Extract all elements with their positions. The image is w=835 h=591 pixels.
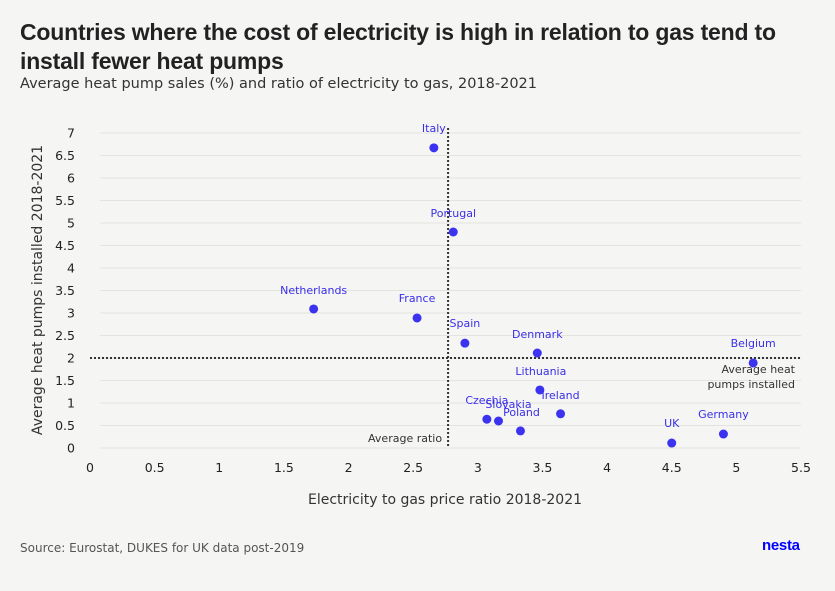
average-ratio-label: Average ratio: [368, 432, 442, 445]
y-tick-label: 6.5: [55, 148, 75, 163]
y-tick-label: 1.5: [55, 373, 75, 388]
point-poland: [515, 426, 525, 436]
chart-subtitle: Average heat pump sales (%) and ratio of…: [20, 76, 538, 92]
y-tick-label: 5: [67, 216, 75, 231]
point-germany: [718, 429, 728, 439]
y-tick-label: 4: [67, 261, 75, 276]
y-tick-label: 5.5: [55, 193, 75, 208]
y-tick-label: 3.5: [55, 283, 75, 298]
point-denmark: [532, 348, 542, 358]
average-heat-pumps-label: pumps installed: [707, 378, 795, 391]
data-points: Italy Portugal Netherlands France Spain Denma…: [280, 122, 776, 448]
x-tick-label: 0: [86, 460, 94, 475]
point-slovakia: [494, 416, 504, 426]
x-tick-label: 2: [345, 460, 353, 475]
point-lithuania: [535, 385, 545, 395]
point-netherlands: [309, 304, 319, 314]
point-label-italy: Italy: [422, 122, 446, 135]
y-tick-label: 7: [67, 126, 75, 141]
x-tick-label: 3: [474, 460, 482, 475]
point-label-spain: Spain: [450, 317, 481, 330]
x-axis-ticks: 0 0.5 1 1.5 2 2.5 3 3.5 4 4.5 5 5.5: [86, 460, 811, 475]
y-tick-label: 2.5: [55, 328, 75, 343]
chart-title: Countries where the cost of electricity …: [20, 19, 776, 74]
point-label-ireland: Ireland: [542, 389, 580, 402]
point-spain: [460, 338, 470, 348]
point-label-belgium: Belgium: [731, 337, 776, 350]
point-label-germany: Germany: [698, 408, 749, 421]
y-tick-label: 1: [67, 396, 75, 411]
point-uk: [667, 438, 677, 448]
x-tick-label: 2.5: [403, 460, 423, 475]
point-label-france: France: [399, 292, 436, 305]
point-label-poland: Poland: [503, 406, 540, 419]
y-tick-label: 0: [67, 441, 75, 456]
x-tick-label: 4.5: [662, 460, 682, 475]
point-belgium: [748, 358, 758, 368]
point-label-lithuania: Lithuania: [515, 365, 566, 378]
x-tick-label: 1.5: [274, 460, 294, 475]
y-tick-label: 2: [67, 351, 75, 366]
x-tick-label: 5.5: [791, 460, 811, 475]
point-ireland: [556, 409, 566, 419]
average-heat-pumps-label: Average heat: [722, 363, 796, 376]
point-label-slovakia: Slovakia: [485, 398, 531, 411]
reference-lines: Average ratio Average heat pumps installed: [90, 128, 801, 448]
y-axis-label: Average heat pumps installed 2018-2021: [30, 145, 46, 435]
point-label-netherlands: Netherlands: [280, 284, 347, 297]
y-tick-label: 3: [67, 306, 75, 321]
point-label-uk: UK: [664, 417, 680, 430]
source-note: Source: Eurostat, DUKES for UK data post…: [20, 541, 305, 555]
point-czechia: [482, 414, 492, 424]
x-tick-label: 1: [215, 460, 223, 475]
point-label-czechia: Czechia: [465, 394, 508, 407]
nesta-logo: nesta: [762, 537, 800, 554]
y-tick-label: 6: [67, 171, 75, 186]
point-label-denmark: Denmark: [512, 328, 563, 341]
x-tick-label: 4: [603, 460, 611, 475]
point-label-portugal: Portugal: [430, 207, 476, 220]
point-portugal: [448, 227, 458, 237]
gridlines: [100, 132, 801, 449]
point-france: [412, 313, 422, 323]
y-axis-ticks: 0 0.5 1 1.5 2 2.5 3 3.5 4 4.5 5 5.5 6 6.5 7: [55, 126, 75, 456]
x-tick-label: 5: [732, 460, 740, 475]
x-tick-label: 0.5: [145, 460, 165, 475]
y-tick-label: 0.5: [55, 418, 75, 433]
y-tick-label: 4.5: [55, 238, 75, 253]
x-tick-label: 3.5: [533, 460, 553, 475]
point-italy: [429, 143, 439, 153]
x-axis-label: Electricity to gas price ratio 2018-2021: [308, 492, 582, 508]
